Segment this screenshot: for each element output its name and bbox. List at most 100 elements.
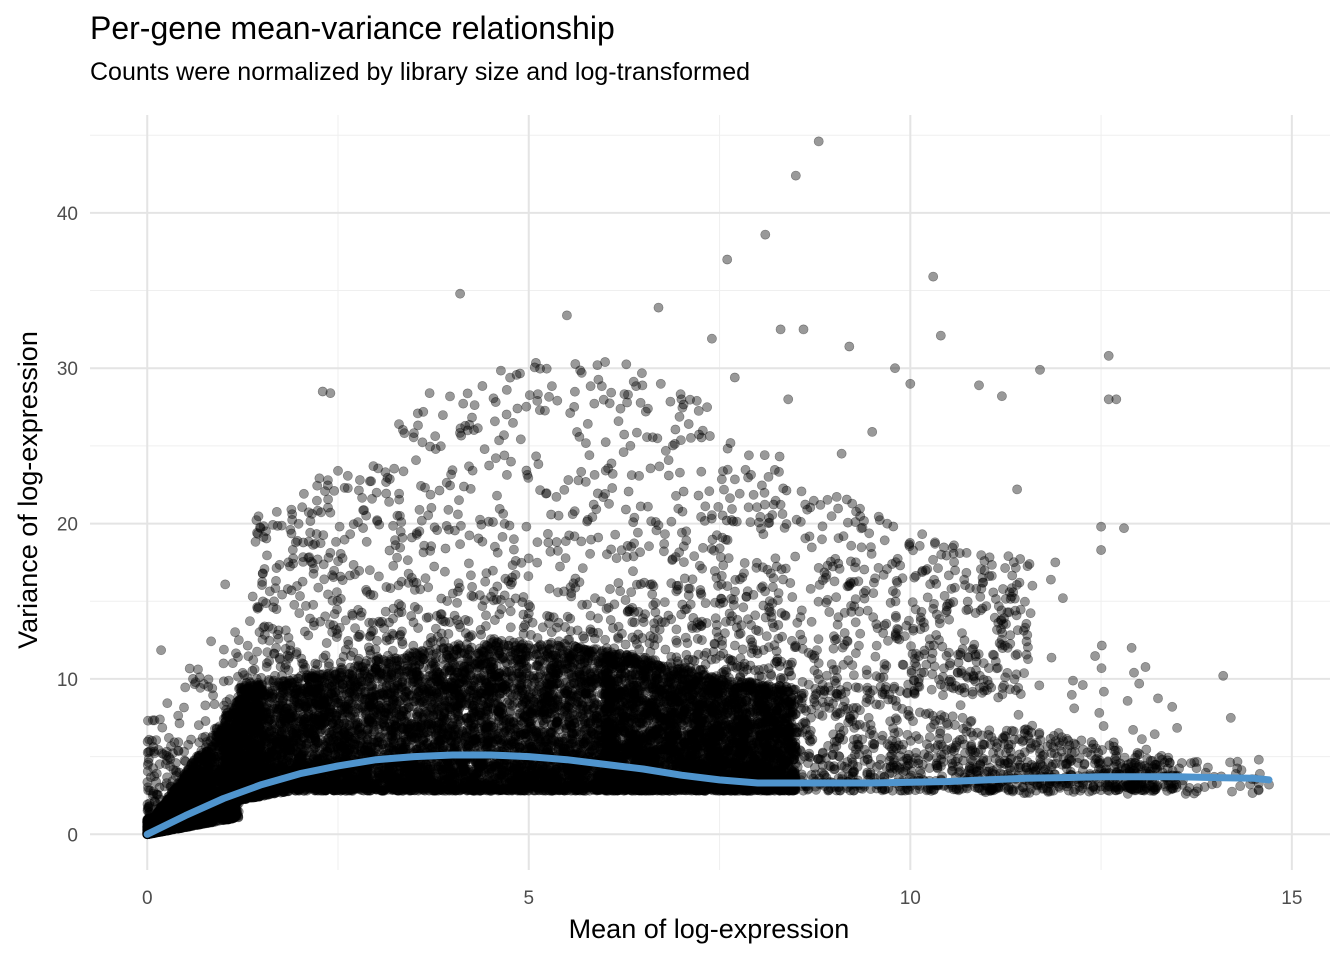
data-point — [450, 785, 461, 796]
data-point — [594, 736, 605, 746]
data-point — [317, 752, 328, 763]
data-point — [678, 744, 689, 755]
data-point — [724, 679, 735, 690]
data-point — [397, 783, 408, 794]
data-point — [238, 702, 249, 713]
data-point — [423, 582, 434, 593]
data-point — [654, 749, 665, 759]
data-point — [272, 680, 283, 691]
data-point — [463, 741, 474, 751]
data-point — [340, 738, 351, 749]
data-point — [290, 700, 301, 711]
data-point — [545, 778, 556, 788]
data-point — [200, 700, 211, 711]
data-point — [460, 731, 471, 742]
data-point — [596, 724, 606, 735]
data-point — [217, 812, 227, 823]
data-point — [359, 668, 370, 679]
data-point — [309, 777, 320, 788]
data-point — [644, 778, 654, 789]
data-point — [243, 651, 254, 662]
data-point — [945, 658, 955, 668]
data-point — [255, 790, 266, 801]
data-point — [604, 782, 615, 793]
data-point — [736, 731, 746, 742]
data-point — [419, 781, 430, 791]
data-point — [682, 638, 693, 648]
data-point — [749, 750, 760, 761]
data-point — [459, 667, 469, 678]
data-point — [481, 610, 491, 621]
data-point — [734, 727, 745, 738]
data-point — [541, 698, 552, 708]
data-point — [227, 749, 238, 760]
data-point — [271, 506, 282, 517]
data-point — [706, 712, 717, 723]
data-point — [336, 665, 346, 675]
data-point — [1068, 675, 1078, 686]
data-point — [151, 735, 162, 745]
data-point — [219, 720, 230, 730]
data-point — [739, 762, 750, 773]
data-point — [776, 757, 786, 768]
data-point — [290, 781, 301, 792]
data-point — [536, 781, 546, 792]
data-point — [1066, 689, 1077, 700]
data-point — [705, 722, 716, 733]
data-point — [295, 729, 306, 740]
data-point — [1096, 640, 1107, 651]
data-point — [215, 776, 226, 787]
data-point — [269, 703, 279, 714]
data-point — [393, 774, 404, 785]
data-point — [600, 750, 611, 761]
data-point — [818, 689, 829, 699]
data-point — [460, 770, 471, 781]
data-point — [455, 648, 465, 658]
data-point — [180, 772, 191, 783]
data-point — [247, 696, 258, 706]
data-point — [708, 785, 719, 796]
data-point — [913, 734, 924, 744]
data-point — [618, 785, 629, 796]
data-point — [715, 753, 726, 764]
data-point — [673, 780, 684, 791]
data-point — [495, 679, 506, 689]
data-point — [669, 692, 679, 703]
data-point — [211, 753, 222, 764]
data-point — [1034, 680, 1045, 691]
data-point — [469, 707, 480, 718]
data-point — [500, 776, 511, 787]
data-point — [1090, 651, 1100, 661]
data-point — [747, 690, 758, 701]
data-point — [230, 800, 240, 811]
data-point — [774, 680, 785, 691]
data-point — [622, 741, 633, 752]
data-point — [583, 708, 594, 719]
data-point — [702, 784, 712, 795]
data-point — [250, 743, 261, 754]
data-point — [167, 786, 177, 797]
data-point — [159, 804, 169, 815]
data-point — [272, 739, 283, 749]
data-point — [225, 776, 235, 787]
data-point — [256, 741, 267, 752]
data-point — [458, 758, 469, 769]
data-point — [193, 770, 203, 780]
data-point — [204, 775, 215, 786]
data-point — [445, 726, 456, 737]
data-point — [371, 784, 382, 795]
data-point — [1140, 662, 1151, 672]
data-point — [600, 691, 610, 702]
data-point — [1000, 731, 1011, 742]
data-point — [261, 769, 271, 780]
data-point — [200, 779, 210, 790]
data-point — [281, 722, 292, 732]
data-point — [1149, 729, 1160, 740]
data-point — [549, 735, 560, 745]
data-points — [142, 136, 1274, 840]
data-point — [834, 751, 845, 762]
data-point — [617, 739, 628, 750]
data-point — [163, 792, 173, 802]
data-point — [364, 673, 375, 684]
